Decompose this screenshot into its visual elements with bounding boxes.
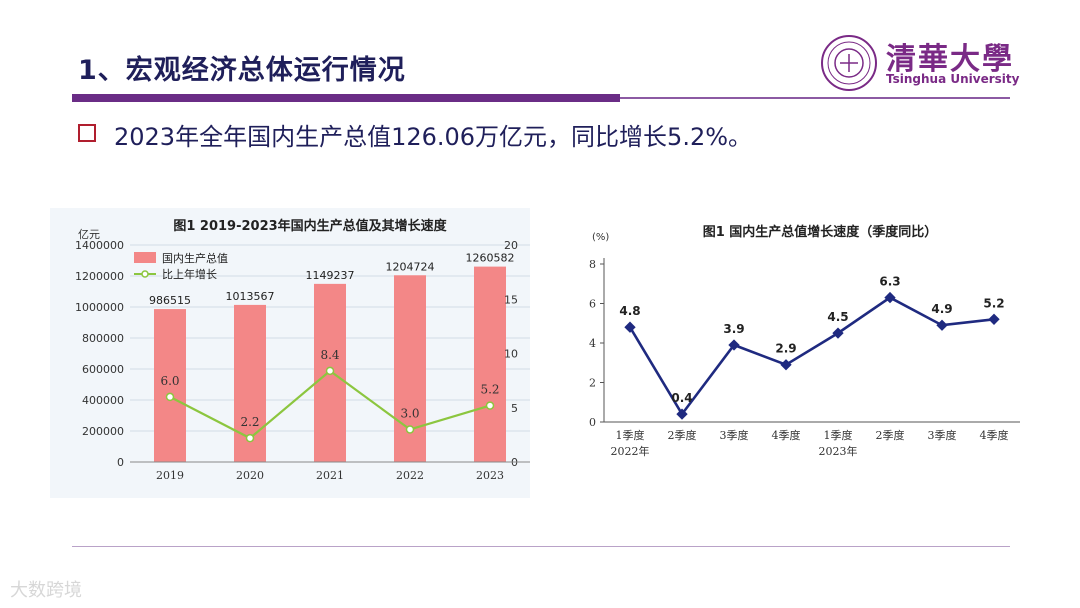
- chart1-bar: [474, 266, 506, 462]
- chart1-xtick-label: 2022: [396, 469, 424, 482]
- chart2-ytick-label: 2: [589, 377, 596, 390]
- chart1-ytick-label: 800000: [82, 332, 124, 345]
- chart1-ytick-label: 0: [117, 456, 124, 469]
- chart1-growth-point: [485, 401, 495, 410]
- chart1-growth-label: 5.2: [480, 383, 499, 397]
- chart1-y2tick-label: 20: [504, 239, 518, 252]
- chart2-point-label: 3.9: [723, 322, 744, 336]
- chart2-ytick-label: 6: [589, 298, 596, 311]
- chart1-xtick-label: 2023: [476, 469, 504, 482]
- chart1-growth-label: 6.0: [160, 374, 179, 388]
- chart1-growth-label: 8.4: [320, 348, 339, 362]
- chart2-point: [624, 321, 636, 333]
- chart1-ytick-label: 400000: [82, 394, 124, 407]
- chart1-bar-label: 1204724: [386, 260, 435, 273]
- tsinghua-logo: 清華大學 Tsinghua University: [820, 34, 1020, 94]
- chart1-xtick-label: 2019: [156, 469, 184, 482]
- chart1-ytick-label: 1000000: [75, 301, 124, 314]
- chart1-growth-label: 3.0: [400, 406, 419, 420]
- chart2-point-label: 0.4: [671, 391, 692, 405]
- chart2-ytick-label: 0: [589, 416, 596, 429]
- legend-line-marker: [141, 270, 149, 278]
- chart1-growth-point: [325, 366, 335, 376]
- chart1-y2tick-label: 10: [504, 348, 518, 361]
- chart2-xtick-label: 2季度: [876, 428, 905, 442]
- legend-bar-label: 国内生产总值: [162, 251, 228, 265]
- chart1-bar-label: 986515: [149, 294, 191, 307]
- chart2-point: [988, 313, 1000, 325]
- annual-gdp-chart: 图1 2019-2023年国内生产总值及其增长速度 亿元 % 986515101…: [50, 208, 530, 498]
- chart2-point: [936, 319, 948, 331]
- legend-line-label: 比上年增长: [162, 267, 217, 281]
- chart2-xtick-label: 3季度: [928, 428, 957, 442]
- chart1-bar-label: 1013567: [226, 290, 275, 303]
- chart2-year-label: 2023年: [819, 444, 858, 458]
- chart1-legend: 国内生产总值 比上年增长: [134, 251, 228, 281]
- chart2-title: 图1 国内生产总值增长速度（季度同比）: [703, 224, 938, 240]
- chart2-point-label: 4.8: [619, 304, 640, 318]
- watermark: 大数跨境: [10, 580, 82, 601]
- chart2-point-label: 5.2: [983, 296, 1004, 310]
- chart1-ytick-label: 600000: [82, 363, 124, 376]
- chart2-ytick-label: 8: [589, 258, 596, 271]
- chart2-xtick-label: 4季度: [980, 428, 1009, 442]
- chart1-bar-label: 1149237: [306, 269, 355, 282]
- slide-title: 1、宏观经济总体运行情况: [78, 55, 406, 86]
- bullet-square-icon: [78, 124, 96, 142]
- chart1-y2tick-label: 5: [511, 402, 518, 415]
- chart1-bar: [394, 275, 426, 462]
- chart1-growth-point: [165, 392, 175, 402]
- chart2-point: [728, 339, 740, 351]
- chart1-ylabel: 亿元: [78, 228, 100, 241]
- logo-english-name: Tsinghua University: [886, 72, 1020, 86]
- chart1-title: 图1 2019-2023年国内生产总值及其增长速度: [173, 218, 447, 234]
- chart2-point-label: 4.5: [827, 310, 848, 324]
- chart1-xtick-label: 2021: [316, 469, 344, 482]
- title-divider-thick: [72, 94, 620, 102]
- chart1-ytick-label: 200000: [82, 425, 124, 438]
- bullet-text: 2023年全年国内生产总值126.06万亿元，同比增长5.2%。: [114, 123, 753, 151]
- chart1-bar: [154, 309, 186, 462]
- chart2-ylabel: (%): [592, 232, 609, 243]
- chart1-growth-label: 2.2: [240, 415, 259, 429]
- tsinghua-seal-icon: [821, 35, 877, 91]
- chart1-ytick-label: 1400000: [75, 239, 124, 252]
- chart2-ytick-label: 4: [589, 337, 596, 350]
- chart2-point-label: 4.9: [931, 302, 952, 316]
- chart2-point: [780, 359, 792, 371]
- chart2-xtick-label: 2季度: [668, 428, 697, 442]
- chart1-ytick-label: 1200000: [75, 270, 124, 283]
- chart2-point-label: 2.9: [775, 342, 796, 356]
- logo-chinese-name: 清華大學: [886, 42, 1014, 77]
- chart2-xtick-label: 1季度: [824, 428, 853, 442]
- footer-divider: [72, 546, 1010, 547]
- chart1-growth-point: [405, 425, 415, 434]
- chart1-y2tick-label: 15: [504, 293, 518, 306]
- chart1-bar-label: 1260582: [466, 252, 515, 265]
- chart2-xtick-label: 1季度: [616, 428, 645, 442]
- quarterly-growth-chart: 图1 国内生产总值增长速度（季度同比） (%) 0 2 4 6 8 1季度 2季度 3季度 4季…: [589, 224, 1020, 458]
- chart1-growth-point: [245, 433, 255, 443]
- chart1-xtick-label: 2020: [236, 469, 264, 482]
- chart2-year-label: 2022年: [611, 444, 650, 458]
- legend-bar-swatch: [134, 252, 156, 263]
- title-divider-thin: [620, 97, 1010, 99]
- chart2-point: [884, 291, 896, 304]
- chart2-xtick-label: 4季度: [772, 428, 801, 442]
- chart2-growth-line: [628, 296, 995, 417]
- chart2-xtick-label: 3季度: [720, 428, 749, 442]
- chart2-point-label: 6.3: [879, 275, 900, 289]
